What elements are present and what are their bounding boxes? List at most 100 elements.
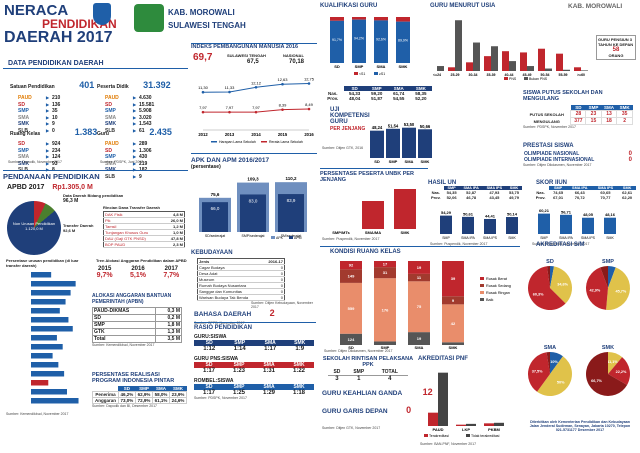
garis-panel: GURU GARIS DEPAN 0 Sumber: Ditjen GTK, N… — [322, 400, 411, 430]
stat-row: SMA ▶ 124 — [18, 154, 76, 161]
alokasi-value: 1,3 M — [155, 328, 182, 336]
satuan-label: Satuan Pendidikan — [10, 84, 55, 90]
rincian-table: DAK Fisik 4,8 M Pik 26,0 M Tamsil 1,2 M Tunjan… — [103, 211, 185, 248]
dana-value: 96,3 M — [63, 198, 79, 204]
ipm-year-label: 2014 — [251, 132, 261, 137]
apk-label: 109,3 — [247, 177, 259, 182]
putus-header: SD SMP SMA SMK — [523, 105, 633, 111]
usia-legend-swatch-2 — [524, 77, 528, 80]
usia-bin-label: 50-54 — [541, 73, 550, 77]
un-category: SMK — [508, 236, 516, 240]
ipm-year-label: 2015 — [278, 132, 288, 137]
pip-value: 73,0% — [117, 397, 136, 404]
usia-bar-pns — [520, 52, 527, 71]
unbk-category: SMK — [401, 230, 410, 235]
ukg-row: Prov. 48,04 51,87 54,55 52,20 — [322, 96, 432, 101]
stat-row: SD ▶ 1.306 — [105, 148, 163, 155]
apm-label: 83,9 — [287, 198, 296, 203]
un-value: 70,77 — [600, 195, 611, 200]
stat-row: SMP ▶ 234 — [18, 148, 76, 155]
akreditasi-smk-pct: 11,1% — [607, 360, 618, 364]
rasio-src: Sumber: PDSPK, November 2017 — [194, 396, 247, 400]
pip-table: SD SMP SMA SMK Penerima 46,2% 62,9% 58,0% 23,9% A… — [92, 386, 188, 404]
rasio-value: 1:23 — [232, 368, 245, 374]
rincian-label: Tunjangan Khusus Guru — [103, 229, 165, 236]
kondisi-segment-rusak_ringan — [374, 278, 396, 342]
stat-label: PAUD — [105, 141, 119, 147]
kebudayaan-label: Museum — [197, 276, 263, 283]
rasio-col: SD — [194, 384, 224, 390]
apk-title: APK DAN APM 2016/2017 — [191, 157, 270, 164]
stat-arrow: ▶ — [46, 121, 50, 126]
rasio-col: SMP — [224, 340, 255, 346]
usia-bin-label: 30-34 — [469, 73, 478, 77]
stat-row: SMA ▶ 219 — [105, 161, 163, 168]
stat-row: SMK ▶ 93 — [18, 161, 76, 168]
un-value: 74,65 — [553, 190, 564, 195]
alokasi-value: 1,8 M — [155, 321, 182, 329]
rasio-rombel-table: SD SMP SMA SMK 1:17 1:25 1:29 1:18 — [194, 384, 314, 396]
header-title-1: NERACA — [4, 2, 69, 19]
stat-value: 210 — [52, 95, 61, 101]
pnf-bar-belum — [494, 422, 504, 426]
rincian-value: 2,3 M — [164, 241, 185, 248]
footer-note: Diterbitkan oleh Kementerian Pendidikan … — [529, 420, 631, 432]
alokasi-label: SD — [91, 314, 157, 322]
akreditasi-charts: 34,6% 60,3% SD 45,7% 42,9% SMP 10% 50% 37,5% SMA 1… — [528, 259, 630, 396]
pnf-category: PAUD — [432, 427, 443, 432]
iiun-src: Sumber: Puspendik, November 2017 — [532, 242, 590, 246]
putus-value: 13 — [600, 110, 618, 118]
pnf-category: PKBM — [488, 427, 500, 432]
rincian-title: Rincian Dana Transfer Daerah — [103, 205, 160, 210]
un-value-label: 50,61 — [463, 211, 474, 216]
ipm-legend-swatch-1 — [211, 141, 217, 143]
rasio-col: SMK — [284, 384, 314, 390]
ukg-value: 54,55 — [393, 96, 405, 101]
akreditasi-sd-slice-a — [550, 266, 554, 288]
kondisi-segment-rusak_ringan — [340, 282, 362, 334]
rasio-value: 1:14 — [233, 346, 246, 352]
kondisi-value: 11 — [417, 275, 422, 280]
stat-arrow: ▶ — [133, 167, 137, 172]
guru-usia-chart: <=24 25-29 30-34 35-39 40-44 45-49 50-54 55-59 >… — [433, 20, 588, 81]
stat-arrow: ▶ — [46, 127, 50, 133]
kemdikbud-logo — [93, 3, 111, 25]
apk-category: SD/sederajat — [205, 234, 225, 238]
apk-label: 110,2 — [285, 176, 297, 181]
rincian-row: Pik 26,0 M — [103, 217, 185, 224]
stat-row: SD ▶ 136 — [18, 102, 76, 109]
kebudayaan-row: Warisan Budaya Tak Benda 0 — [197, 294, 285, 301]
persen-bar — [31, 398, 79, 404]
ipm-prov-value: 67,5 — [247, 59, 259, 65]
akreditasi-smk-slice-tt — [586, 352, 628, 396]
usia-legend-2: Bukan PNS — [529, 77, 548, 81]
rasio-header: SD SMP SMA SMK — [194, 384, 314, 390]
kondisi-legend-swatch — [480, 277, 484, 280]
rincian-label: DAU (Gaji GTK PNSD) — [103, 235, 165, 242]
alokasi-row: GTK 1,3 M — [91, 328, 182, 336]
un-value: 46,78 — [466, 195, 477, 200]
kebudayaan-src: Sumber: Ditjen Kebudayaan, November 2017 — [251, 301, 313, 309]
akreditasi-smk-pct: 66,7% — [591, 379, 602, 383]
akreditasi-sma-pct: 37,5% — [532, 369, 543, 373]
pensiun-box: GURU PENSIUN 3 TAHUN KE DEPAN 58 ORANG — [596, 35, 636, 60]
pip-label: Penerima — [92, 391, 119, 398]
ukg-value: 52,20 — [415, 96, 427, 101]
alokasi-title: ALOKASI ANGGARAN BANTUAN PEMERINTAH (APB… — [92, 293, 172, 305]
un-value: 66,43 — [574, 190, 585, 195]
usia-bar-bukan — [563, 69, 570, 71]
ukg-title: UJI KOMPETENSI GURU — [330, 107, 370, 125]
stat-value: 1.543 — [139, 121, 152, 127]
stat-arrow: ▶ — [133, 154, 137, 159]
akreditasi-smp-pct: 42,9% — [590, 288, 601, 292]
ruang-block: Ruang Kelas 1.383 SD ▶ 924 SMP ▶ 234 SMA ▶ 124 SM… — [10, 122, 97, 174]
kualifikasi-pct: 94,2% — [354, 37, 364, 41]
rasio-value: 1:17 — [202, 390, 215, 396]
apm-bar — [240, 194, 266, 232]
ipm-nas-label: NASIONAL — [283, 53, 304, 58]
bahasa-panel: BAHASA DAERAH 2 Sumber: BPPB, November 2… — [194, 303, 275, 325]
pip-header: SD SMP SMA SMK — [93, 386, 187, 392]
kondisi-value: 92 — [349, 263, 354, 268]
apbd-pie — [7, 201, 61, 255]
un-category: SMA IPS — [581, 236, 596, 240]
